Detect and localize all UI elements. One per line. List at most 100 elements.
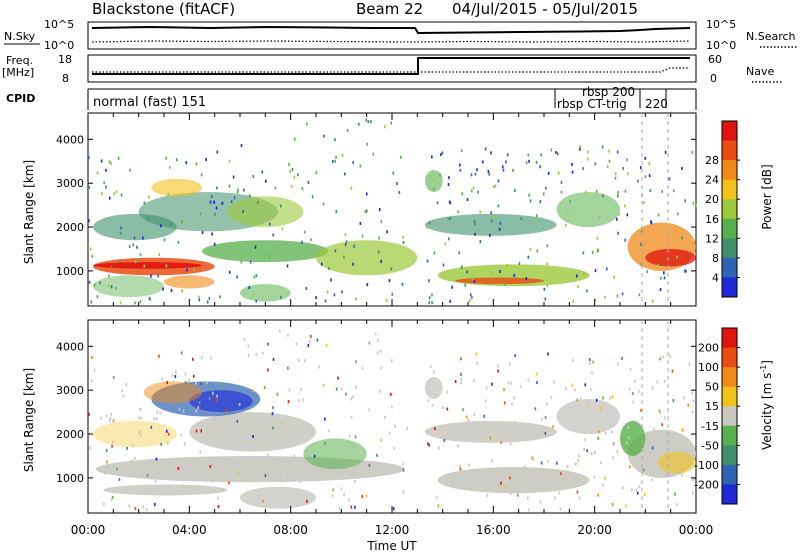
velocity-scatter-point	[173, 468, 175, 472]
power-scatter-point	[310, 238, 312, 242]
power-scatter-point	[626, 172, 629, 176]
velocity-scatter-point	[350, 415, 353, 419]
power-scatter-point	[639, 166, 642, 170]
velocity-scatter-point	[306, 428, 309, 432]
velocity-scatter-point	[115, 467, 118, 471]
velocity-scatter-point	[380, 349, 382, 353]
power-scatter-point	[501, 165, 504, 169]
power-scatter-point	[228, 159, 231, 163]
power-scatter-point	[489, 233, 491, 237]
power-scatter-point	[514, 188, 516, 192]
power-scatter-point	[542, 192, 545, 196]
power-scatter-point	[301, 187, 304, 191]
power-scatter-point	[466, 270, 468, 274]
nave-label: Nave	[746, 65, 774, 78]
velocity-scatter-point	[558, 491, 560, 495]
power-scatter-point	[398, 191, 401, 195]
velocity-scatter-point	[468, 463, 470, 467]
power-scatter-point	[490, 219, 493, 223]
power-scatter-point	[209, 200, 212, 204]
velocity-colorbar-swatch	[722, 425, 737, 446]
velocity-scatter-point	[327, 429, 330, 433]
velocity-scatter-point	[465, 475, 468, 479]
power-scatter-point	[252, 293, 254, 297]
velocity-scatter-point	[650, 446, 653, 450]
velocity-scatter-point	[285, 476, 288, 480]
power-scatter-point	[436, 201, 439, 205]
power-scatter-point	[527, 153, 530, 157]
velocity-scatter-point	[552, 425, 554, 429]
power-scatter-point	[334, 138, 336, 142]
nave-trace	[92, 67, 690, 73]
velocity-scatter-point	[384, 416, 386, 420]
power-scatter-point	[594, 269, 597, 273]
frequency-trace	[92, 57, 690, 75]
power-scatter-point	[504, 282, 506, 286]
velocity-scatter-point	[642, 468, 645, 472]
power-scatter-point	[692, 201, 695, 205]
power-scatter-point	[128, 245, 131, 249]
power-scatter-point	[560, 180, 563, 184]
velocity-scatter-point	[160, 442, 163, 446]
power-scatter-point	[170, 223, 172, 227]
velocity-scatter-point	[200, 356, 203, 360]
power-scatter-point	[442, 263, 445, 267]
power-colorbar-swatch	[722, 121, 737, 142]
velocity-scatter-point	[546, 459, 549, 463]
power-colorbar-frame	[721, 120, 738, 298]
velocity-scatter-point	[167, 441, 169, 445]
x-tick-label: 12:00	[375, 523, 410, 537]
x-tick-label: 20:00	[577, 523, 612, 537]
power-scatter-point	[108, 196, 111, 200]
power-scatter-point	[493, 215, 496, 219]
velocity-scatter-point	[166, 381, 169, 385]
power-scatter-point	[685, 269, 687, 273]
velocity-scatter-point	[659, 357, 661, 361]
power-scatter-point	[640, 242, 642, 246]
velocity-scatter-point	[454, 380, 457, 384]
power-scatter-point	[341, 290, 343, 294]
power-scatter-point	[201, 231, 204, 235]
power-scatter-point	[198, 295, 200, 299]
velocity-scatter-point	[322, 384, 325, 388]
power-scatter-point	[305, 287, 308, 291]
power-scatter-point	[211, 232, 213, 236]
velocity-scatter-point	[509, 476, 511, 480]
velocity-scatter-point	[688, 362, 691, 366]
velocity-scatter-point	[459, 467, 462, 471]
velocity-scatter-point	[611, 503, 614, 507]
power-scatter-point	[505, 160, 507, 164]
velocity-scatter-point	[276, 393, 279, 397]
velocity-scatter-point	[591, 371, 593, 375]
velocity-scatter-point	[509, 492, 512, 496]
power-scatter-point	[252, 175, 255, 179]
velocity-scatter-point	[142, 505, 145, 509]
velocity-scatter-point	[212, 391, 214, 395]
power-scatter-point	[447, 217, 450, 221]
velocity-scatter-point	[663, 379, 666, 383]
power-scatter-point	[193, 268, 195, 272]
power-scatter-point	[447, 237, 450, 241]
velocity-scatter-point	[460, 357, 462, 361]
velocity-scatter-point	[553, 380, 555, 384]
power-scatter-point	[186, 268, 188, 272]
power-scatter-point	[344, 233, 347, 237]
velocity-scatter-point	[90, 379, 93, 383]
velocity-scatter-point	[150, 425, 153, 429]
velocity-scatter-point	[544, 431, 547, 435]
power-scatter-point	[390, 267, 393, 271]
velocity-scatter-point	[443, 438, 446, 442]
power-scatter-point	[451, 285, 453, 289]
velocity-scatter-point	[500, 441, 502, 445]
velocity-echo-region	[189, 412, 316, 452]
velocity-echo-regions	[93, 377, 696, 509]
power-scatter-point	[120, 193, 123, 197]
velocity-scatter-point	[687, 403, 690, 407]
velocity-scatter-point	[221, 488, 223, 492]
velocity-scatter-point	[681, 428, 684, 432]
velocity-scatter-point	[669, 354, 672, 358]
velocity-scatter-point	[524, 465, 526, 469]
velocity-scatter-point	[506, 438, 509, 442]
power-scatter-point	[88, 280, 91, 284]
velocity-scatter-point	[604, 431, 607, 435]
